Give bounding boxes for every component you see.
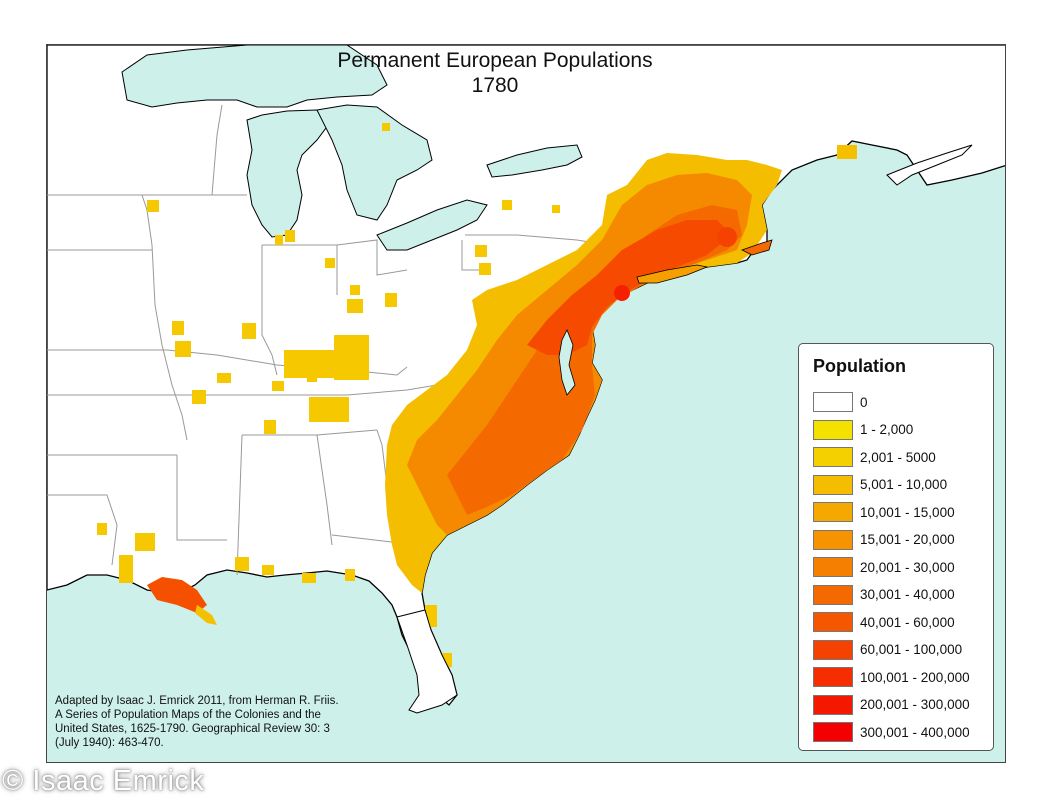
legend-item: 30,001 - 40,000 [813, 584, 955, 605]
legend-item: 0 [813, 392, 868, 412]
legend-label: 2,001 - 5000 [860, 449, 936, 465]
title-line-1: Permanent European Populations [337, 49, 653, 72]
citation-line-3: United States, 1625-1790. Geographical R… [55, 723, 330, 735]
legend-swatch [813, 694, 853, 715]
florida [396, 609, 458, 714]
chesapeake-bay [558, 329, 576, 396]
title-line-2: 1780 [471, 74, 519, 97]
legend-swatch [813, 557, 853, 577]
legend-swatch [813, 612, 853, 632]
legend: Population 0 1 - 2,000 2,001 - 5000 5,001 -… [798, 343, 994, 751]
citation-line-4: (July 1940): 463-470. [55, 737, 164, 749]
lake-ontario [486, 144, 583, 178]
legend-label: 1 - 2,000 [860, 422, 914, 437]
legend-item: 300,001 - 400,000 [813, 722, 970, 742]
legend-item: 20,001 - 30,000 [813, 557, 955, 577]
legend-item: 200,001 - 300,000 [813, 694, 970, 715]
legend-swatch [813, 447, 853, 467]
legend-label: 30,001 - 40,000 [860, 587, 955, 602]
citation: Adapted by Isaac J. Emrick 2011, from He… [55, 694, 395, 750]
copyright-watermark: © Isaac Emrick [2, 765, 205, 797]
legend-swatch [813, 639, 853, 660]
legend-swatch [813, 722, 853, 742]
legend-label: 60,001 - 100,000 [860, 642, 963, 657]
great-lakes [121, 45, 583, 251]
legend-swatch [813, 419, 853, 440]
legend-item: 100,001 - 200,000 [813, 667, 970, 687]
legend-label: 0 [860, 394, 868, 410]
legend-label: 100,001 - 200,000 [860, 669, 970, 685]
population-density [97, 123, 857, 667]
legend-swatch [813, 584, 853, 605]
nova-scotia [886, 144, 973, 186]
legend-item: 60,001 - 100,000 [813, 639, 963, 660]
legend-item: 15,001 - 20,000 [813, 529, 955, 550]
lake-superior [121, 45, 388, 108]
legend-swatch [813, 392, 853, 412]
legend-label: 300,001 - 400,000 [860, 724, 970, 740]
legend-item: 1 - 2,000 [813, 419, 914, 440]
legend-swatch [813, 667, 853, 687]
legend-item: 5,001 - 10,000 [813, 474, 948, 495]
map-title: Permanent European Populations 1780 [0, 48, 990, 98]
citation-line-2: A Series of Population Maps of the Colon… [55, 709, 321, 721]
legend-swatch [813, 502, 853, 522]
citation-line-1: Adapted by Isaac J. Emrick 2011, from He… [55, 695, 339, 707]
legend-label: 10,001 - 15,000 [860, 504, 955, 520]
legend-title: Population [813, 356, 906, 376]
population-map [47, 45, 1005, 714]
legend-swatch [813, 474, 853, 495]
legend-label: 40,001 - 60,000 [860, 614, 955, 630]
state-borders [47, 104, 608, 576]
lake-erie [376, 199, 488, 251]
legend-item: 2,001 - 5000 [813, 447, 936, 467]
legend-item: 10,001 - 15,000 [813, 502, 955, 522]
legend-label: 20,001 - 30,000 [860, 559, 955, 575]
legend-label: 15,001 - 20,000 [860, 532, 955, 547]
lake-huron [316, 104, 433, 221]
legend-swatch [813, 529, 853, 550]
legend-label: 5,001 - 10,000 [860, 477, 948, 492]
legend-label: 200,001 - 300,000 [860, 697, 970, 712]
lake-michigan [246, 109, 333, 238]
legend-item: 40,001 - 60,000 [813, 612, 955, 632]
